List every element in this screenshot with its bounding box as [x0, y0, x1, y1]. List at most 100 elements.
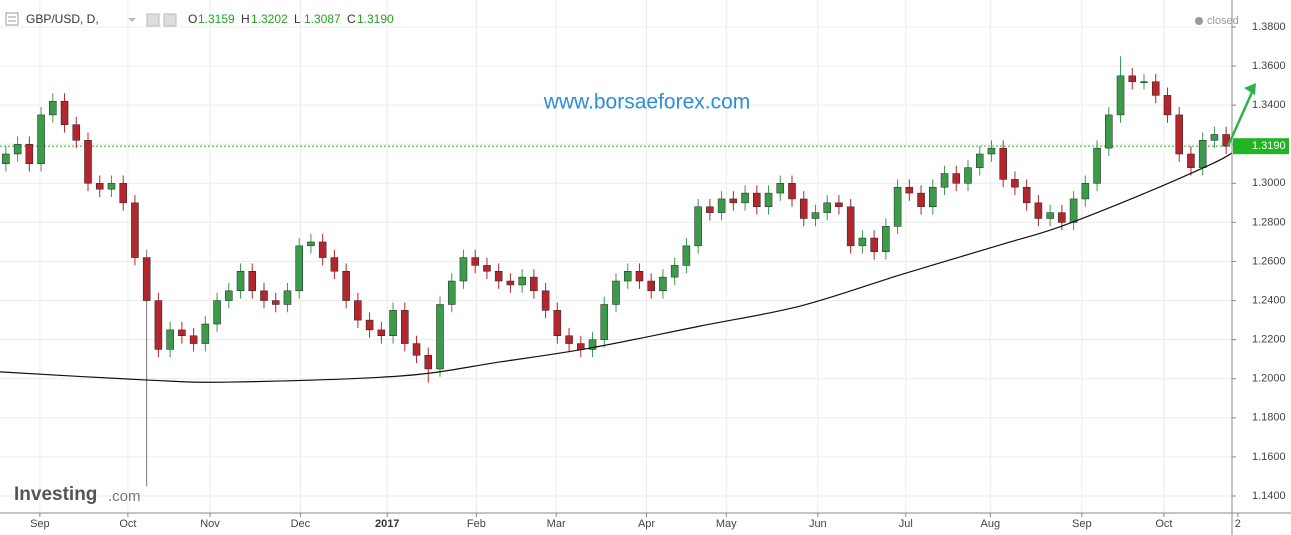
settings-icon[interactable]	[146, 13, 160, 27]
candle-body	[494, 271, 503, 282]
candle-body	[788, 183, 796, 200]
candle-body	[846, 206, 855, 247]
candle-body	[213, 300, 221, 325]
candle-body	[799, 198, 808, 219]
collapse-icon[interactable]	[5, 12, 19, 26]
candle-body	[401, 310, 409, 344]
candle-body	[2, 153, 10, 165]
candle-body	[459, 257, 468, 282]
candle-body	[729, 198, 738, 204]
candle-body	[776, 183, 785, 194]
last-price-label: 1.3190	[1252, 140, 1286, 152]
x-tick-label: May	[716, 518, 737, 530]
candle-body	[131, 202, 139, 258]
y-tick-label: 1.2200	[1252, 334, 1286, 346]
candle-body	[1022, 186, 1031, 204]
candle-body	[365, 319, 374, 331]
x-tick-label: Oct	[1155, 518, 1172, 530]
x-tick-label: Aug	[981, 518, 1001, 530]
status-dot	[1195, 17, 1203, 25]
x-tick-label: Apr	[638, 518, 655, 530]
candle-body	[612, 280, 620, 305]
candle-body	[706, 206, 714, 213]
candle-body	[682, 245, 691, 266]
dropdown-icon[interactable]	[128, 18, 136, 22]
ohlc-value: 1.3202	[251, 12, 288, 26]
x-tick-label: Dec	[291, 518, 311, 530]
last-price-box	[1233, 138, 1289, 155]
candle-body	[330, 257, 339, 272]
status: closed	[1207, 15, 1239, 27]
candle-body	[1069, 198, 1078, 223]
candle-body	[271, 300, 280, 305]
candle-body	[893, 186, 902, 227]
candle-body	[1151, 81, 1160, 96]
candle-body	[1163, 95, 1172, 116]
x-tick-label: Sep	[30, 518, 50, 530]
candle-body	[307, 241, 315, 247]
candle-body	[1034, 202, 1043, 219]
candle-body	[717, 198, 726, 213]
candle-body	[119, 183, 127, 204]
candle-body	[189, 335, 198, 344]
candle-body	[753, 192, 761, 208]
x-tick-label: Oct	[119, 518, 136, 530]
candle-body	[1081, 183, 1090, 200]
candle-body	[764, 192, 773, 208]
candle-body	[835, 202, 843, 208]
ohlc-value: 1.3087	[304, 12, 341, 26]
candle-body	[354, 300, 362, 321]
candle-body	[72, 124, 81, 141]
candle-body	[1116, 75, 1125, 116]
candle-body	[318, 241, 327, 258]
trend-curve	[0, 152, 1233, 383]
y-tick-label: 1.2800	[1252, 216, 1286, 228]
y-tick-label: 1.2000	[1252, 373, 1286, 385]
y-tick-label: 1.1600	[1252, 451, 1286, 463]
candle-body	[377, 329, 386, 336]
ohlc-label: O	[188, 12, 197, 26]
candle-body	[412, 343, 421, 356]
candle-body	[975, 153, 984, 168]
candle-body	[471, 257, 479, 266]
candle-body	[565, 335, 573, 344]
ohlc-label: H	[241, 12, 250, 26]
candle-body	[635, 271, 644, 282]
candle-body	[741, 192, 749, 204]
candle-body	[13, 143, 22, 155]
candle-body	[917, 192, 925, 208]
y-tick-label: 1.3800	[1252, 21, 1286, 33]
candle-body	[623, 271, 632, 282]
x-tick-label: Nov	[200, 518, 220, 530]
candle-body	[447, 280, 456, 305]
plot	[0, 56, 1233, 487]
candle-body	[142, 257, 151, 301]
candle-body	[659, 276, 667, 292]
candle-body	[37, 114, 45, 165]
ohlc-value: 1.3190	[357, 12, 394, 26]
x-tick-label: 2017	[375, 518, 399, 530]
ohlc-legend: O 1.3159 H 1.3202 L 1.3087 C 1.3190	[188, 12, 394, 26]
candle-body	[530, 276, 538, 292]
y-tick-label: 1.3000	[1252, 177, 1286, 189]
candle-body	[49, 100, 57, 116]
candle-body	[95, 183, 104, 190]
candle-body	[940, 173, 949, 188]
arrow	[1226, 89, 1255, 147]
candle-body	[424, 355, 433, 370]
candle-body	[1046, 212, 1054, 219]
candle-body	[506, 280, 515, 286]
x-tick-label: Jul	[899, 518, 913, 530]
x-tick-label: Sep	[1072, 518, 1092, 530]
candle-body	[178, 329, 186, 336]
candle-body	[952, 173, 961, 184]
candle-body	[518, 276, 526, 286]
candle-body	[107, 183, 116, 190]
candle-body	[166, 329, 174, 350]
x-tick-label: Jun	[809, 518, 827, 530]
settings-icon[interactable]	[163, 13, 177, 27]
candle-body	[1198, 140, 1207, 168]
candle-body	[964, 167, 972, 184]
candle-body	[987, 147, 996, 155]
candle-body	[25, 143, 34, 165]
